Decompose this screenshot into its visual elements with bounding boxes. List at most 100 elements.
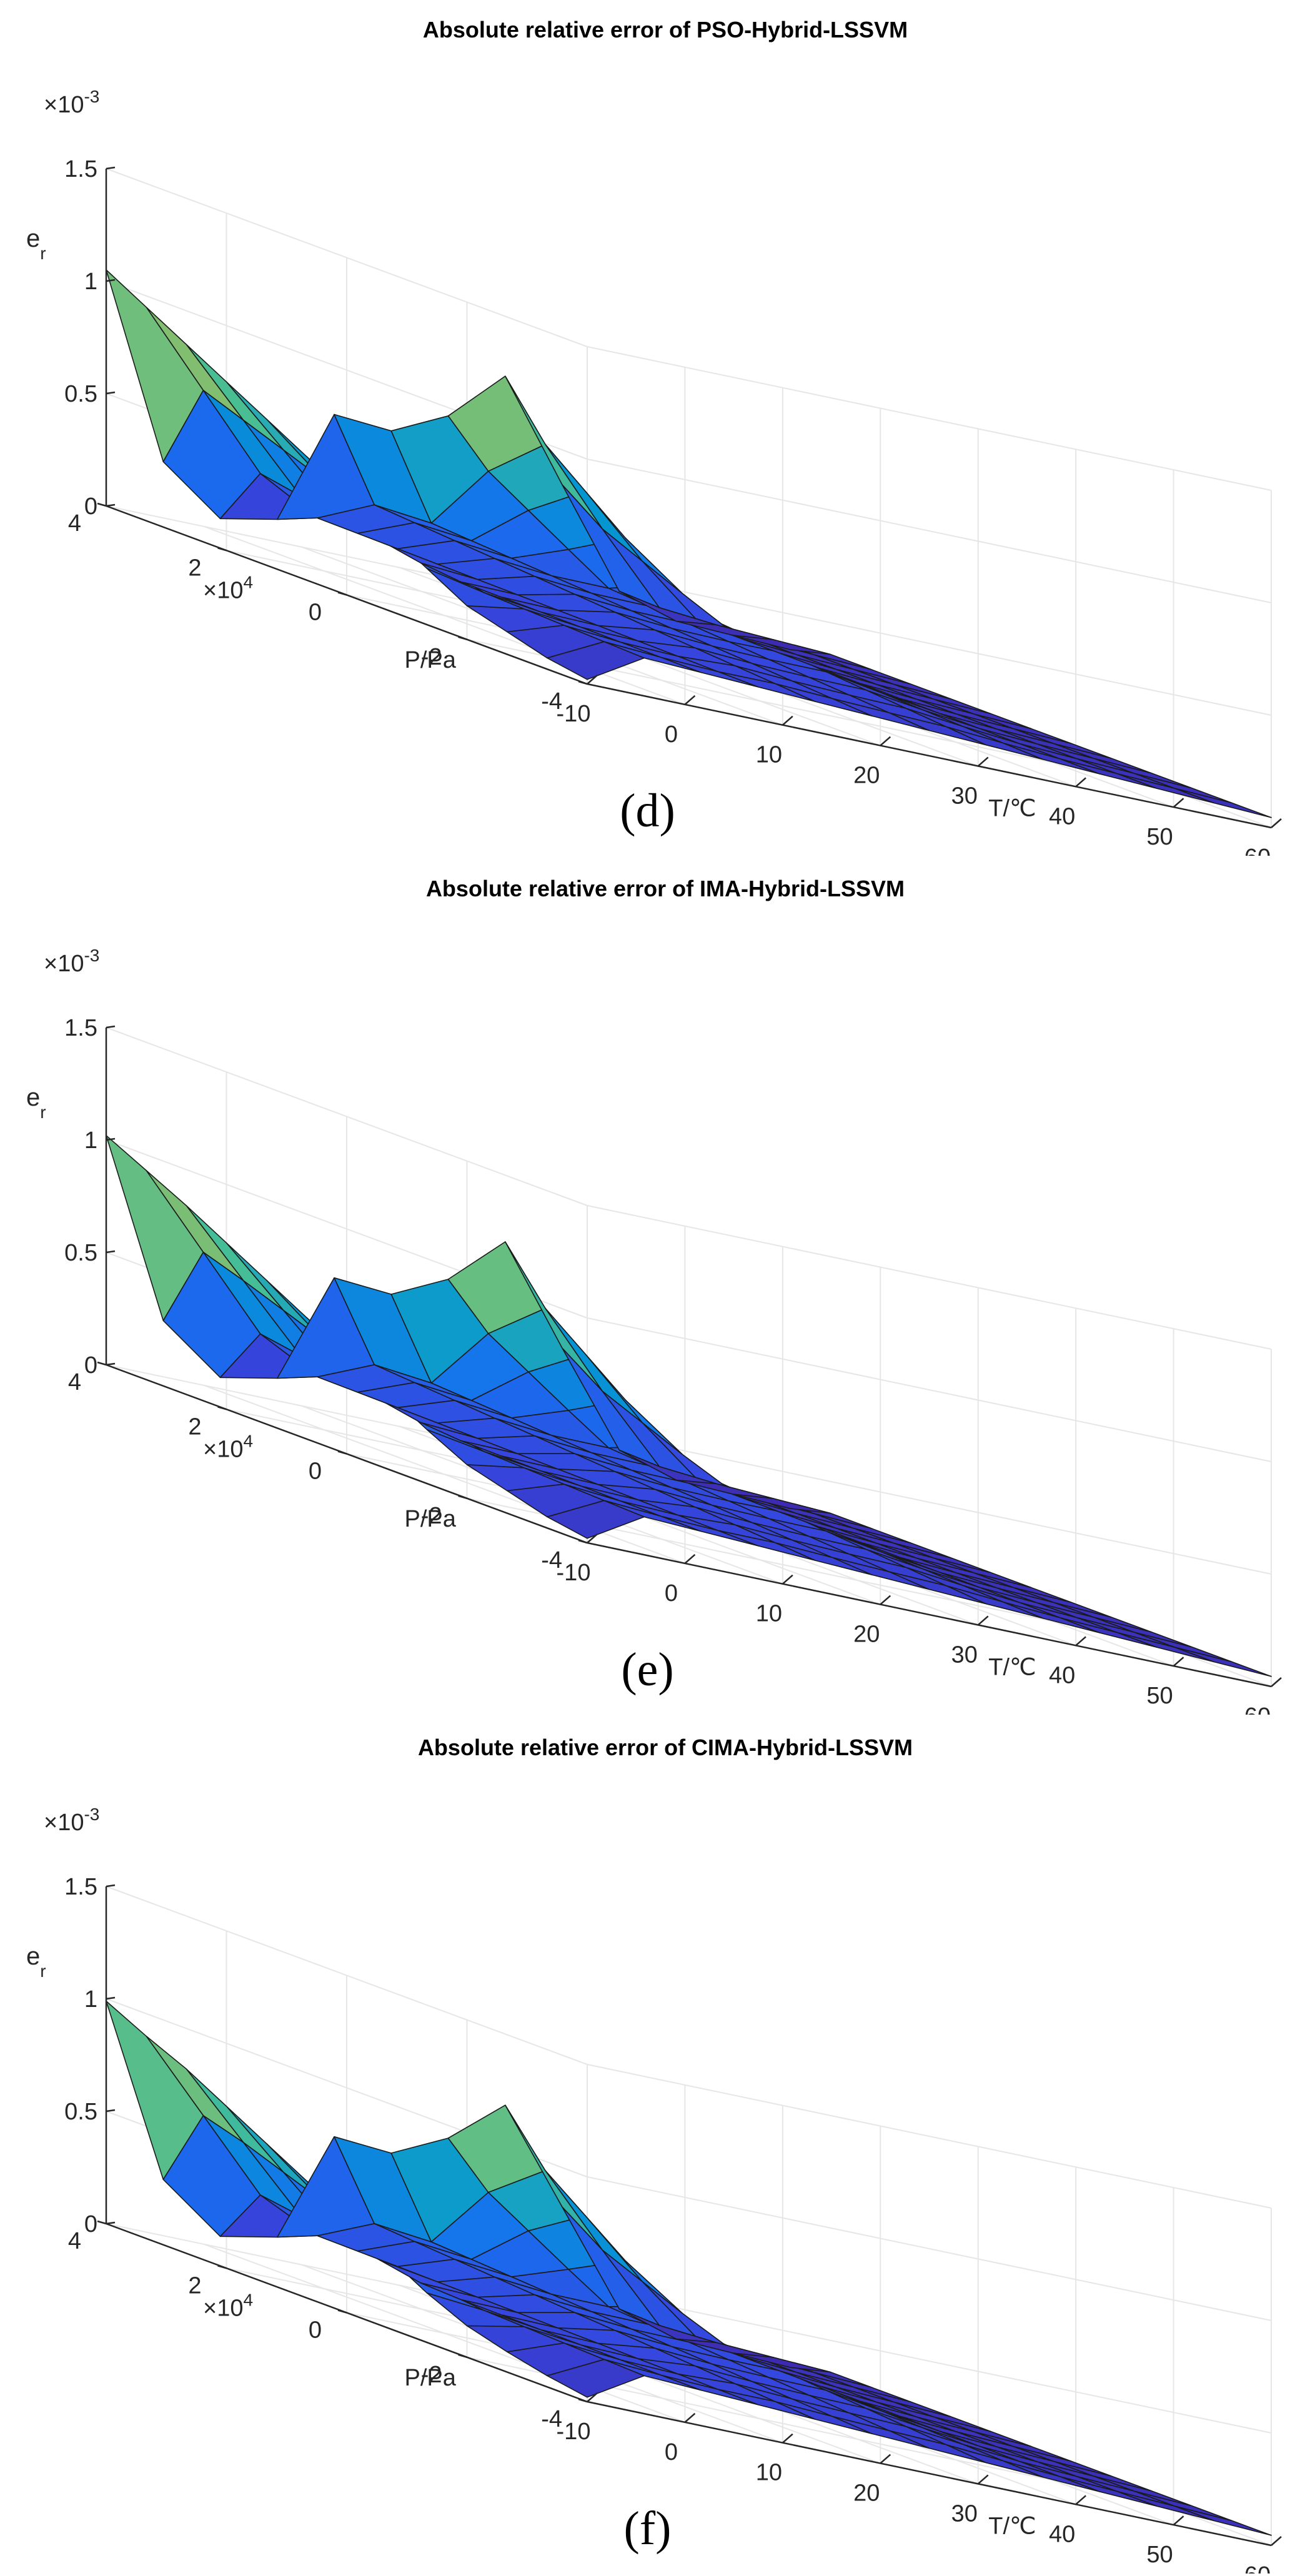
- grid-line: [587, 1205, 1272, 1350]
- z-tick: [106, 2221, 116, 2225]
- t-tick: [977, 2474, 989, 2485]
- p-tick: [458, 1495, 467, 1499]
- z-tick: [106, 1250, 116, 1254]
- z-tick-label: 1: [84, 1127, 97, 1154]
- t-tick-label: 60: [1244, 845, 1271, 856]
- t-axis-label: T/℃: [988, 1655, 1036, 1681]
- t-tick: [880, 736, 891, 746]
- t-tick-label: 40: [1049, 2521, 1075, 2547]
- z-axis-label: er: [26, 225, 46, 263]
- z-exponent-label: ×10-3: [44, 946, 99, 977]
- figure-caption-d: (d): [620, 785, 675, 837]
- z-tick: [106, 2109, 116, 2113]
- t-tick: [1075, 1636, 1086, 1647]
- z-tick: [106, 279, 116, 282]
- p-tick-label: 2: [188, 555, 201, 581]
- t-axis-line: [587, 2400, 1272, 2547]
- chart-panel-d: 0 0.5 1 1.5 ×10-3 er 4 2 0 -2 -4 ×104 P/Pa -10 0 10 20 30…: [0, 0, 1295, 856]
- p-tick: [97, 2220, 107, 2225]
- z-tick-label: 0: [84, 1352, 97, 1379]
- t-tick: [1075, 777, 1086, 788]
- t-tick: [782, 2433, 793, 2444]
- t-tick-label: -10: [557, 701, 591, 727]
- p-tick-label: 4: [68, 1369, 81, 1395]
- z-exponent-label: ×10-3: [44, 1805, 99, 1836]
- p-tick-label: 4: [68, 2228, 81, 2254]
- chart-title: Absolute relative error of CIMA-Hybrid-L…: [418, 1735, 913, 1760]
- chart-panel-e: 0 0.5 1 1.5 ×10-3 er 4 2 0 -2 -4 ×104 P/Pa -10 0 10 20 30…: [0, 859, 1295, 1715]
- p-tick: [578, 2398, 588, 2403]
- chart-title: Absolute relative error of PSO-Hybrid-LS…: [423, 17, 908, 42]
- p-tick: [337, 592, 347, 596]
- p-tick: [337, 1450, 347, 1455]
- surface: [106, 1134, 1272, 1677]
- grid-line: [587, 346, 1272, 491]
- chart-panel-f: 0 0.5 1 1.5 ×10-3 er 4 2 0 -2 -4 ×104 P/Pa -10 0 10 20 30…: [0, 1718, 1295, 2574]
- t-tick-label: 20: [853, 763, 880, 789]
- t-tick-label: 60: [1244, 2562, 1271, 2574]
- p-axis-label: P/Pa: [405, 1506, 457, 1532]
- p-exponent-label: ×104: [203, 1432, 253, 1463]
- t-tick-label: 0: [665, 2439, 678, 2465]
- t-tick-label: 30: [951, 783, 978, 809]
- t-tick: [1173, 2515, 1184, 2526]
- surface-patch: [733, 1494, 831, 1514]
- t-tick: [684, 695, 696, 705]
- t-tick: [977, 1615, 989, 1626]
- t-tick: [1271, 2536, 1282, 2546]
- z-axis-label: er: [26, 1084, 46, 1122]
- t-tick: [782, 1574, 793, 1585]
- z-exponent-label: ×10-3: [44, 87, 99, 118]
- t-axis-label: T/℃: [988, 796, 1036, 822]
- z-tick: [106, 1025, 116, 1029]
- t-tick-label: 0: [665, 1580, 678, 1607]
- t-tick: [782, 715, 793, 726]
- surface-patch: [733, 635, 831, 655]
- p-tick-label: -4: [541, 688, 562, 715]
- p-tick-label: -4: [541, 1547, 562, 1573]
- p-tick: [217, 1406, 227, 1410]
- grid-line: [587, 2064, 1272, 2209]
- surface-chart-ima: 00.511.5×10-3er420-2-4×104P/Pa-100102030…: [26, 876, 1282, 1715]
- grid-line: [587, 571, 1272, 716]
- t-tick-label: -10: [557, 1560, 591, 1586]
- p-tick: [337, 2309, 347, 2314]
- p-tick: [458, 636, 467, 640]
- z-tick: [106, 391, 116, 395]
- z-tick: [106, 503, 116, 507]
- z-tick-label: 0: [84, 493, 97, 520]
- t-tick-label: 10: [756, 742, 782, 768]
- t-tick: [880, 1595, 891, 1605]
- z-tick: [106, 1884, 116, 1888]
- t-tick: [587, 2392, 598, 2402]
- chart-title: Absolute relative error of IMA-Hybrid-LS…: [426, 876, 905, 901]
- z-tick-label: 0.5: [64, 381, 97, 407]
- p-tick-label: 0: [309, 600, 322, 626]
- t-tick: [587, 1533, 598, 1543]
- z-tick-label: 0.5: [64, 1240, 97, 1266]
- figure-caption-f: (f): [623, 2502, 672, 2555]
- t-tick-label: 60: [1244, 1703, 1271, 1715]
- t-tick: [1173, 1657, 1184, 1667]
- p-tick: [458, 2354, 467, 2358]
- t-tick: [684, 1553, 696, 1564]
- z-tick-label: 0.5: [64, 2099, 97, 2125]
- z-tick: [106, 1362, 116, 1366]
- t-tick: [1173, 798, 1184, 808]
- t-tick-label: -10: [557, 2419, 591, 2445]
- surface-patch: [733, 2352, 831, 2373]
- z-tick-label: 0: [84, 2211, 97, 2237]
- p-exponent-label: ×104: [203, 573, 253, 604]
- t-axis-label: T/℃: [988, 2514, 1036, 2540]
- p-tick: [97, 502, 107, 507]
- t-tick: [587, 675, 598, 685]
- t-axis-line: [587, 683, 1272, 829]
- grid-line: [587, 458, 1272, 603]
- p-exponent-label: ×104: [203, 2291, 253, 2322]
- t-tick: [1271, 1677, 1282, 1687]
- z-tick-label: 1.5: [64, 1015, 97, 1041]
- t-tick-label: 20: [853, 1622, 880, 1648]
- p-tick: [578, 680, 588, 685]
- p-tick-label: 2: [188, 2272, 201, 2299]
- t-tick-label: 40: [1049, 1662, 1075, 1688]
